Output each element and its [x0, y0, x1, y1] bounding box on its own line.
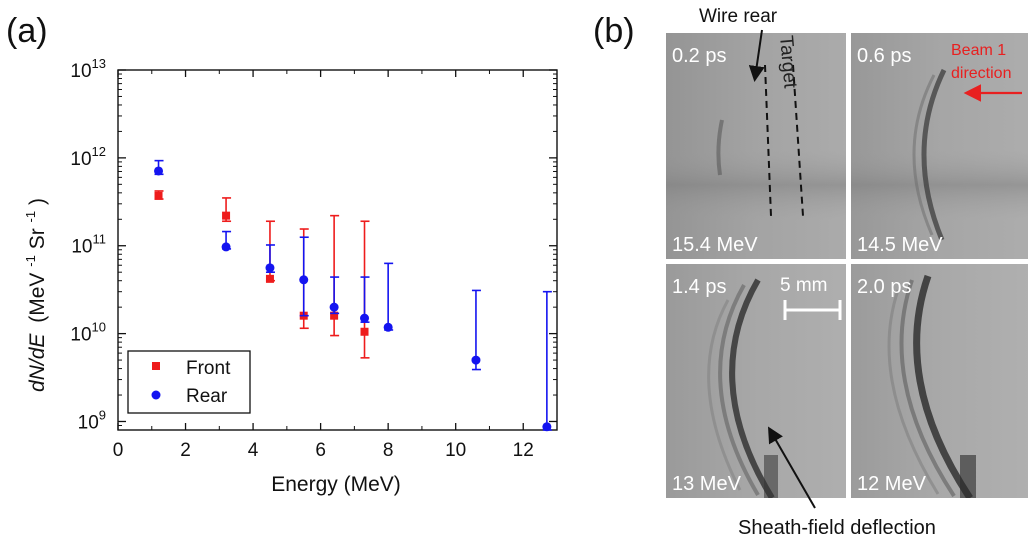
image-frame-2 — [666, 264, 846, 498]
frame-1-time: 0.6 ps — [857, 45, 911, 67]
y-axis-title-close: ) — [26, 198, 49, 205]
data-point-rear — [471, 355, 481, 365]
scale-bar — [783, 300, 842, 320]
data-point-rear — [329, 302, 339, 312]
frame-2-energy: 13 MeV — [672, 473, 742, 495]
legend-front-label: Front — [186, 358, 231, 379]
legend-rear-label: Rear — [186, 386, 228, 407]
panel-b-label: (b) — [593, 12, 635, 50]
image-frame-1 — [851, 33, 1028, 259]
panel-a-label: (a) — [6, 12, 48, 50]
legend-front-marker — [152, 362, 160, 370]
legend-box — [127, 350, 251, 414]
target-edge-right — [792, 64, 804, 217]
wire-rear-arrow — [748, 29, 765, 82]
frame-separator-vertical — [846, 33, 851, 498]
target-label: Target — [775, 35, 801, 90]
sheath-label: Sheath-field deflection — [738, 517, 936, 539]
y-axis-title-exp1: -1 — [23, 255, 38, 267]
frame-0-time: 0.2 ps — [672, 45, 726, 67]
frame-1-energy: 14.5 MeV — [857, 234, 943, 256]
wire-rear-label: Wire rear — [699, 6, 778, 27]
data-point-rear — [360, 313, 370, 323]
x-axis-title: Energy (MeV) — [271, 473, 401, 496]
x-tick-label: 8 — [383, 440, 394, 461]
frame-0-energy: 15.4 MeV — [672, 234, 758, 256]
data-point-front — [265, 274, 274, 283]
data-point-rear — [383, 322, 393, 332]
x-tick-label: 4 — [248, 440, 259, 461]
frame-2-time: 1.4 ps — [672, 276, 726, 298]
y-axis-title-var: dN/dE — [26, 333, 49, 392]
legend-rear-marker — [151, 390, 161, 400]
y-axis-title-unit: (MeV — [26, 273, 49, 323]
x-tick-label: 2 — [180, 440, 191, 461]
data-point-rear — [265, 263, 275, 273]
y-axis-title-mid: Sr — [26, 228, 49, 249]
data-point-front — [222, 211, 231, 220]
frame-3-energy: 12 MeV — [857, 473, 927, 495]
beam1-label-line2: direction — [951, 65, 1011, 82]
beam1-label-line1: Beam 1 — [951, 42, 1006, 59]
legend: Front Rear — [127, 350, 251, 414]
data-point-front — [154, 191, 163, 200]
image-frame-0 — [666, 33, 846, 259]
data-point-rear — [154, 166, 164, 176]
y-tick-label: 1010 — [70, 320, 106, 346]
image-frame-3 — [851, 264, 1028, 498]
frame-3-time: 2.0 ps — [857, 276, 911, 298]
data-point-rear — [221, 242, 231, 252]
panel-a: (a) dN/dE (MeV -1 Sr -1 ) Energy (MeV) 0… — [6, 12, 558, 496]
x-tick-label: 12 — [513, 440, 534, 461]
frame-separator-horizontal — [666, 259, 1028, 264]
y-tick-label: 1011 — [71, 232, 106, 258]
y-tick-label: 109 — [78, 407, 106, 433]
scale-bar-label: 5 mm — [780, 275, 828, 296]
target-edge-left — [764, 64, 772, 217]
panel-b: (b) — [593, 6, 1028, 539]
x-tick-label: 0 — [113, 440, 124, 461]
y-tick-label: 1013 — [70, 56, 106, 82]
sheath-arrow — [768, 426, 816, 509]
y-axis-title: dN/dE (MeV -1 Sr -1 ) — [17, 198, 49, 392]
data-point-rear — [542, 422, 552, 432]
y-tick-label: 1012 — [70, 144, 106, 170]
y-axis-title-exp2: -1 — [23, 211, 38, 223]
data-point-rear — [299, 275, 309, 285]
data-point-front — [360, 327, 369, 336]
data-point-front — [330, 311, 339, 320]
x-tick-label: 6 — [315, 440, 326, 461]
x-tick-label: 10 — [445, 440, 466, 461]
